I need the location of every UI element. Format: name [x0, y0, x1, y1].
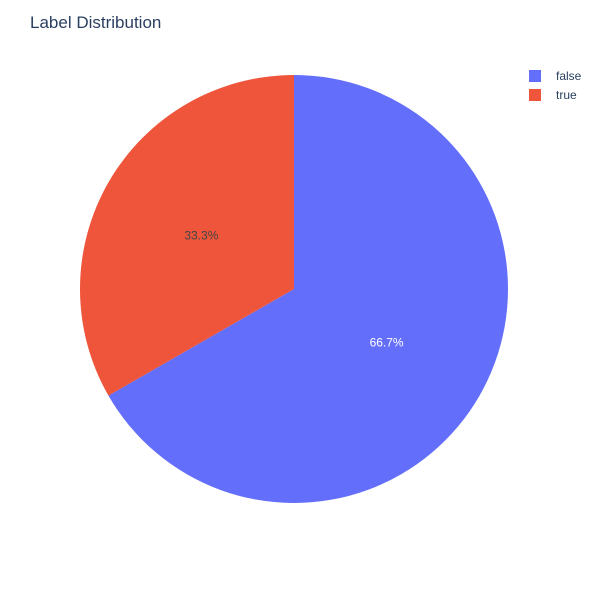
pie-slice-false[interactable]: [108, 75, 508, 503]
legend-label-true: true: [556, 87, 577, 102]
legend: false true: [529, 66, 581, 104]
chart-title: Label Distribution: [30, 13, 162, 32]
slice-label-true: 33.3%: [184, 228, 218, 242]
legend-swatch-false: [529, 69, 541, 82]
legend-item-true[interactable]: true: [529, 85, 581, 104]
legend-item-false[interactable]: false: [529, 66, 581, 85]
slice-label-false: 66.7%: [370, 336, 404, 350]
legend-label-false: false: [556, 68, 582, 83]
pie-slice-true[interactable]: [80, 75, 294, 396]
legend-swatch-true: [529, 88, 541, 101]
